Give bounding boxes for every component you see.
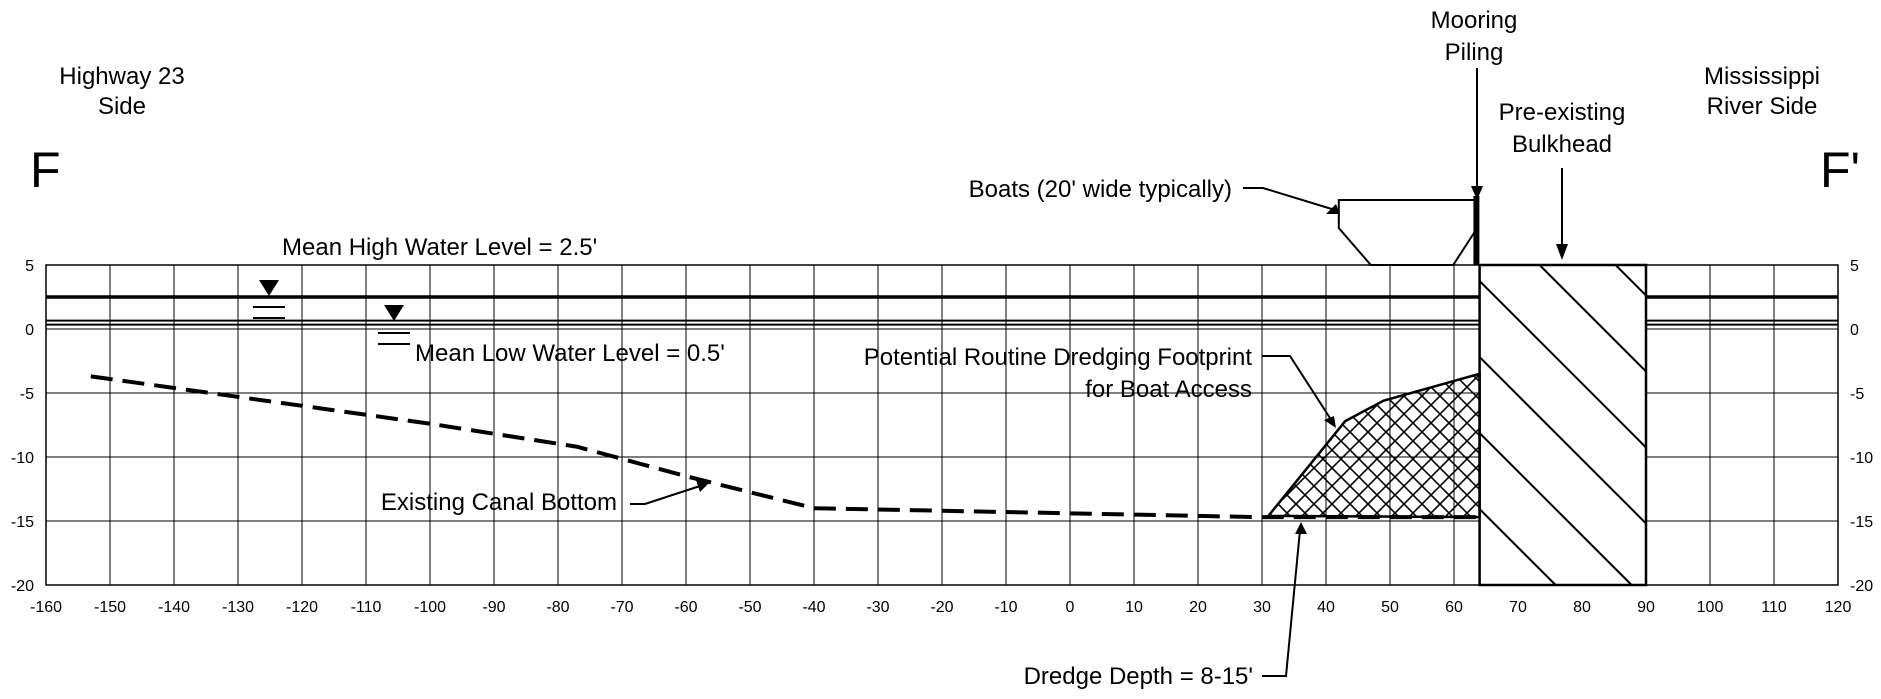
y-tick-label-left: -15 <box>11 514 34 531</box>
mean-low-water-label: Mean Low Water Level = 0.5' <box>415 340 725 367</box>
bulkhead <box>1478 263 1648 587</box>
y-tick-label-right: -15 <box>1850 514 1873 531</box>
x-tick-label: -130 <box>222 599 254 616</box>
dredge-depth-label: Dredge Depth = 8-15' <box>1024 663 1253 690</box>
y-tick-label-right: -5 <box>1850 386 1864 403</box>
x-tick-label: 10 <box>1125 599 1143 616</box>
existing-canal-bottom-line <box>90 374 1480 520</box>
dredging-footprint <box>1265 372 1481 519</box>
x-tick-label: 90 <box>1637 599 1655 616</box>
x-tick-label: -30 <box>866 599 889 616</box>
canal-leader <box>630 485 701 505</box>
x-tick-label: 50 <box>1381 599 1399 616</box>
boats-label: Boats (20' wide typically) <box>969 176 1232 203</box>
x-tick-label: 0 <box>1066 599 1075 616</box>
y-tick-label-right: -10 <box>1850 450 1873 467</box>
x-tick-label: -160 <box>30 599 62 616</box>
x-tick-label: -70 <box>610 599 633 616</box>
y-tick-label-right: 0 <box>1850 322 1859 339</box>
y-tick-label-left: -10 <box>11 450 34 467</box>
x-tick-label: -120 <box>286 599 318 616</box>
x-tick-label: 20 <box>1189 599 1207 616</box>
boats-leader <box>1243 187 1336 211</box>
x-axis-ticks: -160 -150 -140 -130 -120 -110 -100 -90 -80 -70 -60… <box>30 599 1851 616</box>
bulkhead-hatch <box>1479 265 1646 585</box>
x-tick-label: -10 <box>994 599 1017 616</box>
x-tick-label: -140 <box>158 599 190 616</box>
leaders <box>630 68 1568 677</box>
mooring-piling-label-1: Mooring <box>1431 7 1518 34</box>
y-tick-label-left: 0 <box>25 322 34 339</box>
section-marker-right: F' <box>1820 142 1860 198</box>
x-tick-label: -110 <box>351 599 382 616</box>
x-tick-label: 80 <box>1573 599 1591 616</box>
dredge-depth-leader <box>1262 529 1301 677</box>
mooring-piling <box>1473 196 1480 265</box>
y-tick-label-left: 5 <box>25 258 34 275</box>
x-tick-label: -50 <box>738 599 761 616</box>
canal-bottom-label: Existing Canal Bottom <box>381 489 617 516</box>
x-tick-label: -40 <box>802 599 825 616</box>
x-tick-label: 30 <box>1253 599 1271 616</box>
bulkhead-label-1: Pre-existing <box>1499 99 1626 126</box>
bulkhead-label-2: Bulkhead <box>1512 131 1612 158</box>
dredging-label-2: for Boat Access <box>1085 376 1252 403</box>
mean-high-water-label: Mean High Water Level = 2.5' <box>282 234 597 261</box>
right-side-label-1: Mississippi <box>1704 63 1820 90</box>
y-axis-ticks-right: 5 0 -5 -10 -15 -20 <box>1850 258 1873 595</box>
x-tick-label: 70 <box>1509 599 1527 616</box>
section-marker-left: F <box>30 142 61 198</box>
x-tick-label: 40 <box>1317 599 1335 616</box>
water-level-symbol-high <box>253 280 285 319</box>
x-tick-label: -150 <box>94 599 126 616</box>
x-tick-label: 60 <box>1445 599 1463 616</box>
boat-shape <box>1337 199 1479 266</box>
y-tick-label-right: 5 <box>1850 258 1859 275</box>
left-side-label-1: Highway 23 <box>59 63 184 90</box>
y-tick-label-left: -5 <box>20 386 34 403</box>
x-tick-label: -60 <box>674 599 697 616</box>
water-level-symbol-low <box>378 305 410 345</box>
mooring-piling-label-2: Piling <box>1445 39 1504 66</box>
bulkhead-box <box>1478 263 1648 587</box>
left-side-label-2: Side <box>98 93 146 120</box>
x-tick-label: 100 <box>1697 599 1724 616</box>
right-side-label-2: River Side <box>1707 93 1818 120</box>
x-tick-label: 110 <box>1761 599 1787 616</box>
dredging-label-1: Potential Routine Dredging Footprint <box>864 344 1253 371</box>
x-tick-label: -80 <box>546 599 569 616</box>
x-tick-label: -20 <box>930 599 953 616</box>
dredging-leader <box>1262 355 1331 419</box>
y-axis-ticks-left: 5 0 -5 -10 -15 -20 <box>11 258 34 595</box>
x-tick-label: 120 <box>1825 599 1852 616</box>
plot-frame <box>45 264 1839 586</box>
x-tick-label: -100 <box>414 599 446 616</box>
y-tick-label-left: -20 <box>11 578 34 595</box>
x-tick-label: -90 <box>482 599 505 616</box>
y-tick-label-right: -20 <box>1850 578 1873 595</box>
